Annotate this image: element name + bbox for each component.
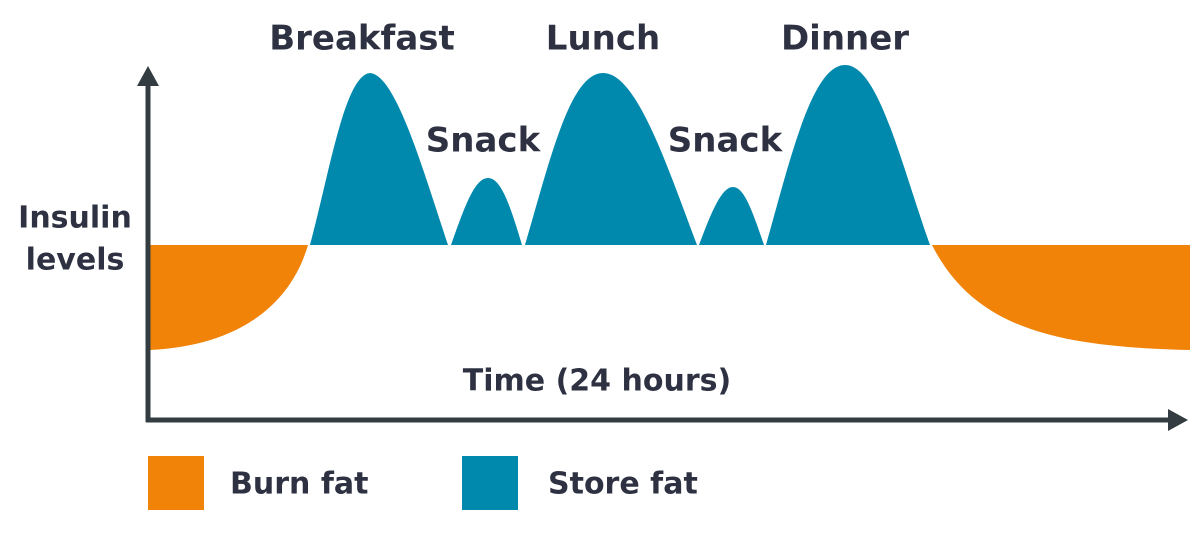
burn-fat-area-morning (150, 245, 308, 350)
x-axis-label: Time (24 hours) (463, 364, 731, 399)
peak-label: Dinner (781, 19, 909, 59)
peak-label: Snack (426, 121, 542, 161)
snack-peak (699, 187, 764, 245)
lunch-peak (525, 73, 697, 245)
peak-label: Breakfast (269, 19, 455, 59)
breakfast-peak (310, 73, 448, 245)
snack-peak (451, 178, 522, 245)
y-axis-label: levels (26, 243, 125, 278)
dinner-peak (766, 65, 930, 245)
legend-swatch (148, 456, 204, 510)
peak-label: Snack (668, 121, 784, 161)
y-axis-arrow (137, 66, 159, 86)
burn-fat-area-night (932, 245, 1190, 350)
y-axis-label: Insulin (18, 201, 132, 236)
legend-label: Store fat (548, 467, 698, 502)
legend-label: Burn fat (230, 467, 368, 502)
legend-swatch (462, 456, 518, 510)
peak-label: Lunch (546, 19, 660, 59)
x-axis-arrow (1168, 409, 1188, 431)
